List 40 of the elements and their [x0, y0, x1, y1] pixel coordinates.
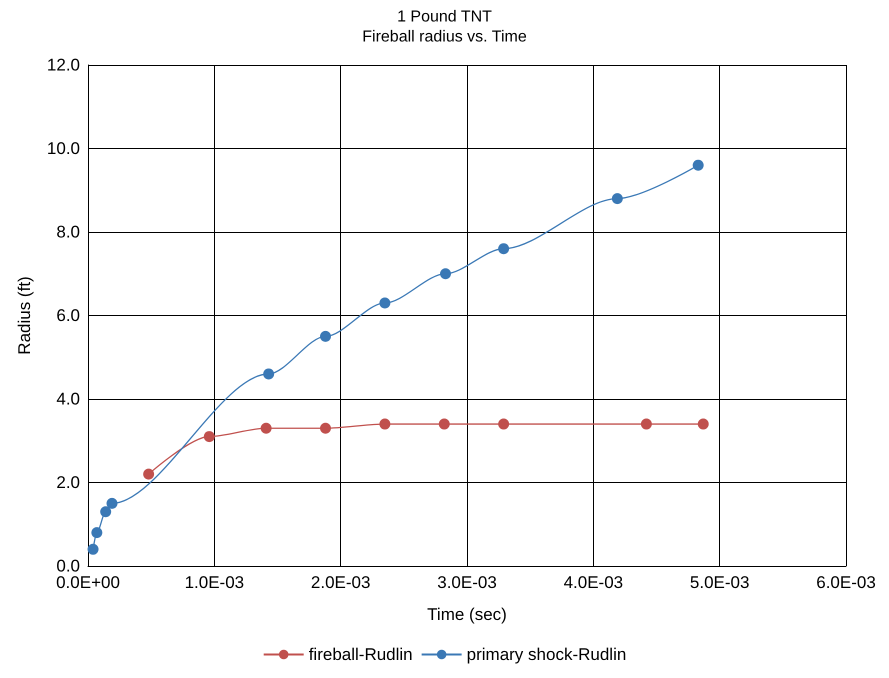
y-tick-label: 6.0: [56, 306, 80, 325]
x-tick-label: 6.0E-03: [816, 573, 876, 592]
point: [379, 297, 390, 308]
point: [88, 544, 99, 555]
point: [698, 418, 709, 430]
point: [692, 160, 704, 171]
x-tick-label: 5.0E-03: [690, 573, 750, 592]
x-axis-title: Time (sec): [427, 605, 507, 624]
legend-label: fireball-Rudlin: [308, 645, 413, 664]
x-tick-label: 3.0E-03: [437, 573, 497, 592]
x-tick-label: 2.0E-03: [310, 573, 370, 592]
x-tick-label: 4.0E-03: [564, 573, 624, 592]
point: [438, 418, 450, 430]
chart-title: 1 Pound TNT: [397, 8, 492, 26]
point: [498, 418, 510, 430]
y-tick-label: 2.0: [56, 473, 80, 492]
point: [100, 506, 112, 518]
y-tick-label: 12.0: [46, 56, 80, 74]
point: [91, 527, 102, 538]
y-tick-label: 4.0: [56, 390, 80, 408]
point: [204, 431, 215, 442]
point: [440, 268, 452, 280]
y-tick-label: 0.0: [56, 556, 80, 576]
x-tick-label: 1.0E-03: [184, 573, 244, 592]
point: [106, 498, 118, 509]
point: [263, 368, 274, 380]
x-tick-label: 0.0E+00: [56, 573, 120, 592]
point: [612, 193, 623, 204]
point: [379, 418, 390, 430]
y-tick-label: 10.0: [46, 139, 80, 158]
legend-label: primary shock-Rudlin: [466, 645, 626, 664]
point: [320, 330, 332, 342]
y-tick-label: 8.0: [56, 222, 80, 242]
point: [143, 468, 154, 480]
chart-subtitle: Fireball radius vs. Time: [362, 28, 527, 46]
point: [498, 243, 510, 254]
point: [320, 422, 332, 434]
point: [640, 418, 652, 430]
y-axis-title: Radius (ft): [15, 276, 34, 355]
point: [260, 422, 272, 434]
